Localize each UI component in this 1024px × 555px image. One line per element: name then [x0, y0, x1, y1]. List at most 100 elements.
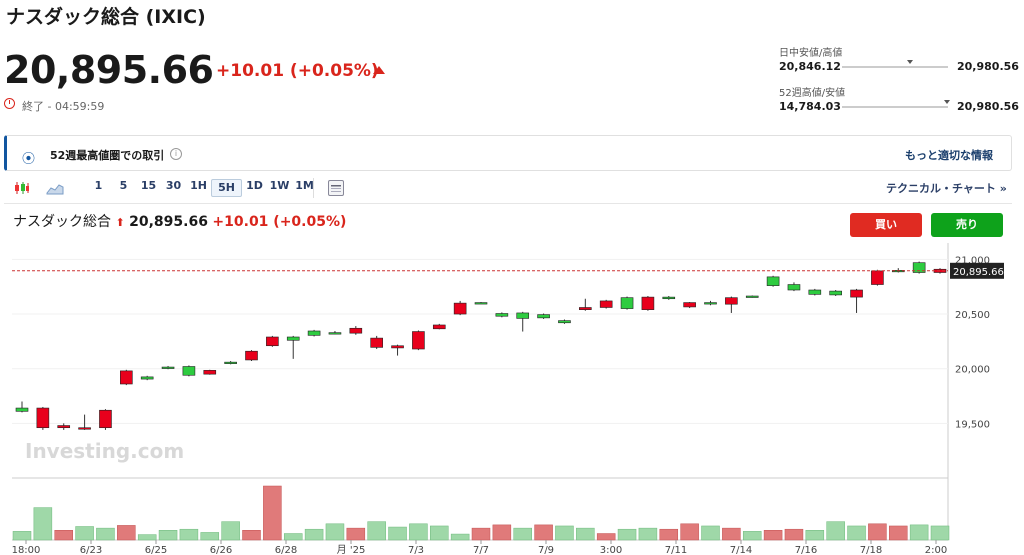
last-price-label: 20,895.66 — [953, 267, 1004, 278]
candle-body — [871, 270, 884, 285]
volume-bar — [805, 530, 825, 541]
candle-body — [224, 361, 237, 364]
candle-body — [245, 350, 258, 361]
day-range-label: 日中安値/高値 — [779, 48, 843, 59]
candle-body — [537, 314, 550, 319]
market-status: 終了 - 04:59:59 — [22, 100, 105, 113]
x-tick-label: 7/16 — [795, 545, 817, 555]
volume-bar — [722, 527, 741, 541]
volume-bar — [784, 528, 804, 541]
timeframe-15[interactable]: 15 — [140, 179, 157, 192]
candle-body — [495, 313, 509, 317]
day-range-bar — [842, 66, 948, 68]
candle-body — [683, 302, 696, 308]
volume-bar — [513, 527, 532, 541]
timeframe-1H[interactable]: 1H — [190, 179, 207, 192]
volume-bar — [638, 527, 658, 541]
x-tick-label: 6/23 — [80, 545, 102, 555]
y-tick-label: 20,500 — [955, 310, 990, 321]
area-chart-icon[interactable] — [46, 180, 64, 195]
volume-bar — [909, 524, 929, 541]
candle-body — [161, 366, 175, 369]
volume-bar — [889, 525, 908, 541]
rss-icon: ⦿ — [22, 152, 36, 167]
volume-bar — [659, 528, 679, 541]
x-tick-label: 7/7 — [473, 545, 489, 555]
candle-body — [391, 345, 404, 349]
volume-bar — [242, 530, 261, 541]
candle-body — [266, 336, 279, 347]
candle-body — [412, 331, 425, 350]
candle-body — [286, 336, 300, 341]
volume-bar — [868, 523, 887, 541]
clock-icon — [4, 98, 15, 109]
volume-bar — [388, 526, 407, 541]
chart-price: 20,895.66 — [129, 214, 208, 230]
candle-body — [850, 289, 863, 298]
timeframe-1D[interactable]: 1D — [246, 179, 263, 192]
week52-high: 20,980.56 — [957, 100, 1019, 113]
candle-body — [328, 332, 342, 335]
timeframe-30[interactable]: 30 — [165, 179, 182, 192]
y-tick-label: 21,000 — [955, 255, 990, 266]
week52-range-label: 52週高値/安値 — [779, 88, 846, 99]
volume-bar — [742, 531, 762, 541]
x-tick-label: 2:00 — [925, 545, 947, 555]
candle-body — [745, 295, 759, 298]
volume-bar — [117, 525, 136, 541]
volume-bar — [701, 525, 720, 541]
volume-bar — [430, 525, 449, 541]
candle-body — [182, 366, 196, 376]
candle-body — [370, 337, 383, 348]
more-info-link[interactable]: もっと適切な情報 — [905, 149, 993, 162]
volume-bar — [263, 485, 282, 541]
candle-body — [912, 262, 926, 273]
x-tick-label: 7/18 — [860, 545, 882, 555]
volume-bar — [930, 525, 950, 541]
timeframe-5[interactable]: 5 — [119, 179, 128, 192]
up-arrow-icon: ⬆ — [115, 216, 125, 229]
volume-bar — [54, 530, 73, 541]
candle-body — [474, 302, 488, 305]
technical-chart-link[interactable]: テクニカル・チャート » — [886, 182, 1007, 195]
timeframe-group: 1 5 15 30 1H 5H 1D 1W 1M — [86, 179, 317, 197]
candle-body — [349, 327, 363, 334]
candle-body — [120, 370, 133, 385]
calendar-icon[interactable] — [328, 180, 344, 196]
alert-banner — [4, 135, 1012, 171]
timeframe-1[interactable]: 1 — [94, 179, 103, 192]
candle-body — [15, 407, 29, 412]
timeframe-1M[interactable]: 1M — [295, 179, 314, 192]
chart-header: ナスダック総合 ⬆ 20,895.66 +10.01 (+0.05%) — [13, 211, 346, 231]
timeframe-5H[interactable]: 5H — [211, 179, 242, 197]
candle-body — [579, 307, 592, 310]
volume-bar — [283, 533, 303, 541]
volume-bar — [680, 523, 699, 541]
x-tick-label: 6/28 — [275, 545, 297, 555]
volume-bar — [596, 533, 616, 541]
candle-body — [36, 407, 50, 429]
chart-instrument-name: ナスダック総合 — [13, 214, 111, 230]
candle-body — [641, 296, 655, 310]
candle-body — [599, 300, 613, 308]
volume-bar — [33, 507, 53, 541]
day-high: 20,980.56 — [957, 60, 1019, 73]
volume-bar — [346, 527, 366, 541]
volume-bar — [534, 524, 553, 541]
volume-bar — [555, 525, 574, 541]
timeframe-1W[interactable]: 1W — [269, 179, 290, 192]
info-icon[interactable]: i — [170, 148, 182, 160]
candle-body — [725, 297, 738, 305]
sell-button[interactable]: 売り — [931, 213, 1003, 237]
candle-body — [99, 409, 112, 429]
candlestick-icon[interactable] — [14, 180, 30, 194]
buy-button[interactable]: 買い — [850, 213, 922, 237]
candle-body — [432, 324, 446, 330]
candle-body — [57, 425, 71, 429]
candle-body — [808, 289, 822, 295]
x-tick-label: 7/11 — [665, 545, 687, 555]
volume-bar — [617, 528, 637, 541]
volume-bar — [12, 531, 32, 541]
candle-body — [307, 330, 321, 336]
